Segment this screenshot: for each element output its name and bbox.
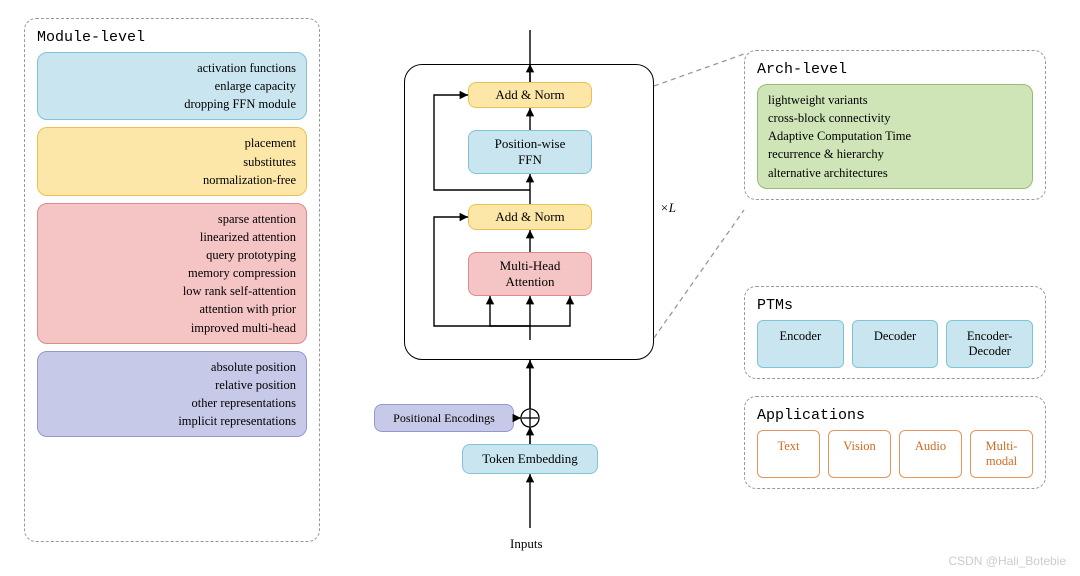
card-line: query prototyping: [48, 246, 296, 264]
card-line: activation functions: [48, 59, 296, 77]
app-multimodal-label: Multi- modal: [986, 439, 1018, 468]
watermark: CSDN @Hali_Botebie: [948, 554, 1066, 568]
addnorm-top: Add & Norm: [468, 82, 592, 108]
card-line: implicit representations: [48, 412, 296, 430]
card-line: memory compression: [48, 264, 296, 282]
ptm-encdec: Encoder- Decoder: [946, 320, 1033, 368]
arch-line: cross-block connectivity: [768, 109, 1022, 127]
card-line: sparse attention: [48, 210, 296, 228]
arch-level-panel: Arch-level lightweight variants cross-bl…: [744, 50, 1046, 200]
norm-card: placement substitutes normalization-free: [37, 127, 307, 195]
card-line: substitutes: [48, 153, 296, 171]
ptms-panel: PTMs Encoder Decoder Encoder- Decoder: [744, 286, 1046, 379]
arch-line: Adaptive Computation Time: [768, 127, 1022, 145]
apps-panel: Applications Text Vision Audio Multi- mo…: [744, 396, 1046, 489]
arch-line: recurrence & hierarchy: [768, 145, 1022, 163]
ptm-encoder: Encoder: [757, 320, 844, 368]
arch-line: lightweight variants: [768, 91, 1022, 109]
addnorm-bottom: Add & Norm: [468, 204, 592, 230]
module-level-panel: Module-level activation functions enlarg…: [24, 18, 320, 542]
card-line: low rank self-attention: [48, 282, 296, 300]
card-line: attention with prior: [48, 300, 296, 318]
pe-block: Positional Encodings: [374, 404, 514, 432]
inputs-label: Inputs: [510, 536, 543, 552]
mha-label: Multi-Head Attention: [500, 258, 561, 289]
ptm-decoder: Decoder: [852, 320, 939, 368]
card-line: enlarge capacity: [48, 77, 296, 95]
arch-card: lightweight variants cross-block connect…: [757, 84, 1033, 189]
arch-line: alternative architectures: [768, 164, 1022, 182]
position-card: absolute position relative position othe…: [37, 351, 307, 438]
app-vision: Vision: [828, 430, 891, 478]
ffn-label: Position-wise FFN: [495, 136, 566, 167]
ffn-block: Position-wise FFN: [468, 130, 592, 174]
card-line: linearized attention: [48, 228, 296, 246]
card-line: improved multi-head: [48, 319, 296, 337]
ptm-encdec-label: Encoder- Decoder: [967, 329, 1013, 358]
module-level-title: Module-level: [37, 29, 307, 46]
mha-block: Multi-Head Attention: [468, 252, 592, 296]
card-line: placement: [48, 134, 296, 152]
app-audio: Audio: [899, 430, 962, 478]
card-line: relative position: [48, 376, 296, 394]
card-line: absolute position: [48, 358, 296, 376]
apps-title: Applications: [757, 407, 1033, 424]
card-line: dropping FFN module: [48, 95, 296, 113]
ptms-title: PTMs: [757, 297, 1033, 314]
xl-label: ×L: [660, 200, 676, 216]
arch-level-title: Arch-level: [757, 61, 1033, 78]
app-multimodal: Multi- modal: [970, 430, 1033, 478]
tok-block: Token Embedding: [462, 444, 598, 474]
card-line: other representations: [48, 394, 296, 412]
attention-card: sparse attention linearized attention qu…: [37, 203, 307, 344]
card-line: normalization-free: [48, 171, 296, 189]
ffn-card: activation functions enlarge capacity dr…: [37, 52, 307, 120]
app-text: Text: [757, 430, 820, 478]
